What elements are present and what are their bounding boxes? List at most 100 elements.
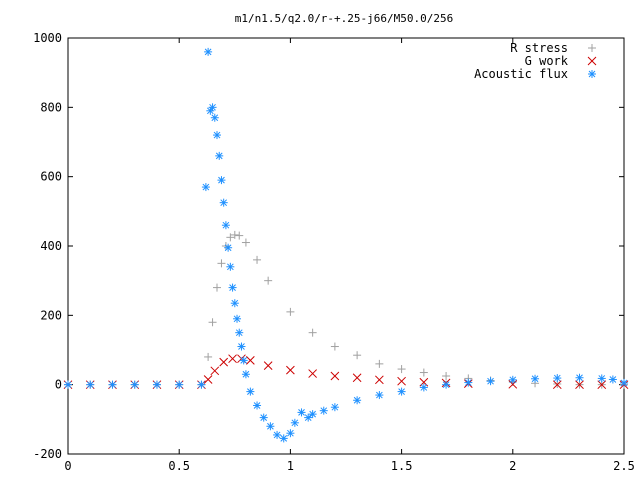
data-point	[597, 380, 607, 390]
legend-marker	[588, 70, 596, 78]
data-point	[235, 231, 244, 240]
legend-label: Acoustic flux	[474, 67, 568, 81]
data-point	[217, 176, 226, 185]
data-point	[235, 328, 244, 337]
y-tick-label: 200	[40, 308, 62, 322]
data-point	[152, 380, 161, 389]
data-point	[353, 351, 362, 360]
data-point	[86, 380, 95, 389]
data-point	[304, 413, 313, 422]
data-point	[397, 387, 406, 396]
data-point	[241, 370, 250, 379]
x-tick-label: 0.5	[168, 459, 190, 473]
data-point	[608, 375, 617, 384]
x-tick-label: 2.5	[613, 459, 635, 473]
data-point	[273, 430, 282, 439]
data-point	[266, 422, 275, 431]
data-point	[210, 113, 219, 122]
data-point	[204, 352, 213, 361]
data-point	[375, 391, 384, 400]
data-point	[233, 314, 242, 323]
data-point	[442, 372, 451, 380]
data-point	[253, 401, 262, 410]
data-point	[508, 379, 518, 389]
data-point	[330, 342, 339, 351]
data-point	[330, 403, 339, 412]
data-point	[217, 259, 226, 268]
data-point	[397, 365, 406, 374]
data-point	[330, 371, 340, 381]
y-tick-label: 400	[40, 239, 62, 253]
data-point	[286, 307, 295, 316]
data-point	[204, 47, 213, 56]
data-point	[213, 283, 222, 292]
data-point	[552, 380, 562, 390]
data-point	[64, 380, 72, 389]
x-tick-label: 1	[287, 459, 294, 473]
data-point	[210, 366, 220, 376]
data-point	[352, 373, 362, 383]
data-point	[464, 378, 473, 387]
data-point	[508, 375, 517, 384]
y-tick-label: -200	[33, 447, 62, 461]
data-point	[253, 255, 262, 264]
data-point	[286, 429, 295, 438]
data-point	[375, 375, 384, 385]
legend-label: G work	[525, 54, 569, 68]
data-point	[375, 359, 384, 368]
data-point	[203, 375, 213, 384]
data-point	[486, 377, 495, 386]
data-point	[213, 131, 222, 140]
data-point	[246, 387, 255, 396]
data-point	[224, 243, 233, 252]
data-point	[620, 378, 628, 387]
data-point	[228, 354, 237, 364]
y-tick-label: 800	[40, 100, 62, 114]
plot-frame	[67, 37, 625, 455]
y-tick-label: 0	[55, 378, 62, 392]
data-point	[259, 413, 268, 422]
marks-layer	[63, 47, 629, 443]
data-point	[221, 221, 230, 230]
data-point	[241, 238, 250, 247]
data-point	[575, 380, 584, 390]
legend-marker	[588, 44, 596, 52]
data-point	[263, 361, 273, 370]
data-point	[442, 380, 451, 389]
data-point	[228, 283, 237, 292]
data-point	[215, 151, 224, 160]
data-point	[397, 376, 406, 386]
data-point	[226, 262, 235, 271]
data-point	[237, 342, 246, 351]
x-tick-label: 0	[64, 459, 71, 473]
series-star	[64, 47, 628, 443]
data-point	[208, 318, 217, 327]
data-point	[230, 299, 239, 308]
data-point	[531, 374, 540, 383]
y-tick-label: 600	[40, 170, 62, 184]
x-tick-label: 1.5	[391, 459, 413, 473]
data-point	[108, 380, 117, 389]
data-point	[239, 356, 248, 365]
data-point	[264, 276, 273, 285]
data-point	[319, 406, 328, 415]
data-point	[308, 410, 317, 419]
legend-marker	[587, 56, 597, 66]
data-point	[297, 408, 306, 417]
x-tick-label: 2	[509, 459, 516, 473]
data-point	[575, 373, 584, 382]
legend-label: R stress	[510, 41, 568, 55]
data-point	[175, 380, 184, 389]
chart-title: m1/n1.5/q2.0/r-+.25-j66/M50.0/256	[235, 12, 454, 25]
data-point	[197, 380, 206, 389]
series-cross	[63, 354, 629, 390]
data-point	[219, 198, 228, 207]
data-point	[308, 369, 317, 378]
data-point	[208, 103, 217, 112]
data-point	[290, 418, 299, 427]
y-tick-label: 1000	[33, 31, 62, 45]
data-point	[553, 374, 562, 383]
